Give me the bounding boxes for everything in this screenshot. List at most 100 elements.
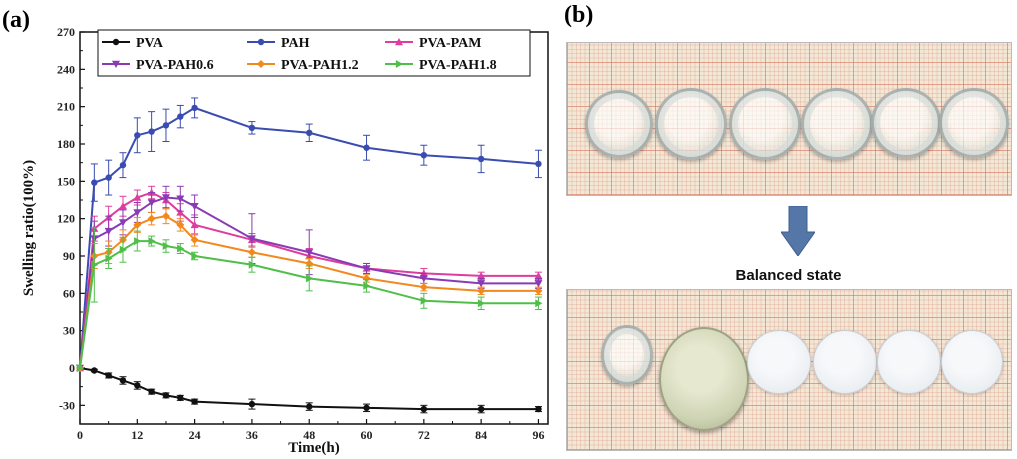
x-tick-label: 96 — [532, 428, 544, 442]
legend-label: PVA-PAH1.8 — [419, 58, 497, 73]
legend-label: PVA-PAM — [419, 36, 481, 51]
data-point — [306, 274, 314, 283]
disc-pva-pah06 — [801, 88, 873, 160]
disc-pva-swollen — [601, 325, 653, 385]
data-point — [191, 398, 198, 405]
data-point — [91, 179, 98, 186]
swelling-ratio-chart: (a) 0 12 24 36 48 60 72 84 96 -30 0 30 60 90 120 150 180… — [2, 7, 549, 456]
down-arrow-icon — [781, 206, 815, 256]
data-point — [147, 199, 156, 207]
photo-balanced-discs — [566, 289, 1012, 451]
data-point — [535, 405, 542, 413]
data-point — [76, 364, 84, 372]
data-point — [162, 122, 170, 129]
disc-pva-pam — [729, 88, 801, 160]
legend-item: PAH — [247, 36, 310, 51]
axes: 0 12 24 36 48 60 72 84 96 -30 0 30 60 90 120 150 180 210 2… — [57, 25, 549, 442]
data-point — [477, 299, 486, 308]
data-point — [535, 299, 543, 308]
legend-label: PAH — [281, 36, 310, 51]
data-point — [133, 220, 142, 229]
series-layer — [76, 97, 543, 414]
data-point — [133, 209, 142, 217]
data-point — [105, 174, 112, 181]
data-point — [148, 388, 155, 395]
data-point — [419, 283, 428, 292]
legend-item: PVA-PAM — [385, 36, 481, 51]
data-point — [248, 260, 256, 269]
data-point — [362, 265, 371, 273]
disc-pva-pah06-swollen — [813, 330, 877, 394]
data-point — [177, 394, 184, 402]
legend-box — [97, 29, 531, 77]
data-point — [305, 249, 314, 257]
data-point — [105, 372, 112, 379]
data-point — [162, 392, 170, 399]
disc-pva-pam-swollen — [747, 330, 811, 394]
disc-pva-pah18 — [939, 88, 1009, 158]
data-point — [133, 193, 142, 201]
y-tick-label: 210 — [57, 100, 75, 114]
data-point — [177, 244, 185, 253]
data-point — [477, 280, 486, 288]
x-axis-title: Time(h) — [288, 440, 339, 456]
data-point — [105, 254, 113, 263]
data-point — [177, 113, 184, 120]
data-point — [363, 144, 370, 151]
y-tick-label: 150 — [57, 174, 75, 188]
panel-b-label: (b) — [564, 2, 594, 28]
data-point — [477, 271, 486, 280]
data-point — [420, 296, 428, 305]
disc-pah — [655, 88, 727, 160]
series-pah — [76, 97, 542, 372]
y-tick-label: 240 — [57, 62, 75, 76]
x-tick-label: 12 — [131, 428, 143, 442]
y-tick-label: 90 — [63, 249, 75, 263]
legend-label: PVA-PAH1.2 — [281, 58, 359, 73]
data-point — [534, 286, 543, 295]
balanced-state-label: Balanced state — [735, 267, 842, 284]
x-tick-label: 48 — [303, 428, 315, 442]
y-tick-label: 180 — [57, 137, 75, 151]
y-axis-title: Swelling ratio(100%) — [21, 160, 37, 296]
legend-label: PVA — [136, 36, 164, 51]
legend-label: PVA-PAH0.6 — [136, 58, 214, 73]
legend-marker — [257, 60, 265, 68]
data-point — [148, 237, 156, 246]
data-point — [477, 155, 485, 163]
data-point — [534, 271, 543, 280]
x-tick-label: 36 — [246, 428, 258, 442]
series-pva-pah1-8 — [76, 226, 543, 372]
data-point — [420, 405, 428, 413]
legend-marker — [112, 60, 120, 68]
x-tick-label: 24 — [189, 428, 201, 442]
data-point — [91, 367, 98, 374]
data-point — [420, 152, 428, 159]
data-point — [191, 104, 198, 112]
data-point — [306, 129, 313, 136]
plot-frame — [79, 31, 549, 425]
data-point — [134, 132, 141, 139]
data-point — [176, 220, 185, 229]
legend: PVA PAH PVA-PAM PVA-PAH0.6 PVA-PAH1.2 PVA-PAH… — [97, 29, 531, 77]
data-point — [119, 245, 127, 254]
data-point — [363, 281, 371, 290]
disc-pva-pah12-swollen — [877, 330, 941, 394]
photo-panel: (b) Balanced state — [560, 0, 1017, 459]
data-point — [191, 252, 199, 260]
chart-panel: (a) 0 12 24 36 48 60 72 84 96 -30 0 30 60 90 120 150 180… — [2, 7, 549, 456]
disc-pah-swollen — [659, 327, 749, 431]
y-tick-label: 30 — [63, 324, 75, 338]
data-point — [91, 260, 99, 269]
x-tick-label: 0 — [77, 428, 83, 442]
legend-marker — [112, 38, 120, 46]
data-point — [161, 194, 170, 202]
legend-marker — [395, 60, 403, 68]
y-tick-label: 0 — [69, 361, 75, 375]
legend-marker — [257, 38, 265, 46]
data-point — [190, 235, 199, 244]
data-point — [119, 377, 127, 384]
data-point — [363, 404, 370, 412]
y-tick-label: 120 — [57, 212, 75, 226]
data-point — [419, 275, 428, 283]
